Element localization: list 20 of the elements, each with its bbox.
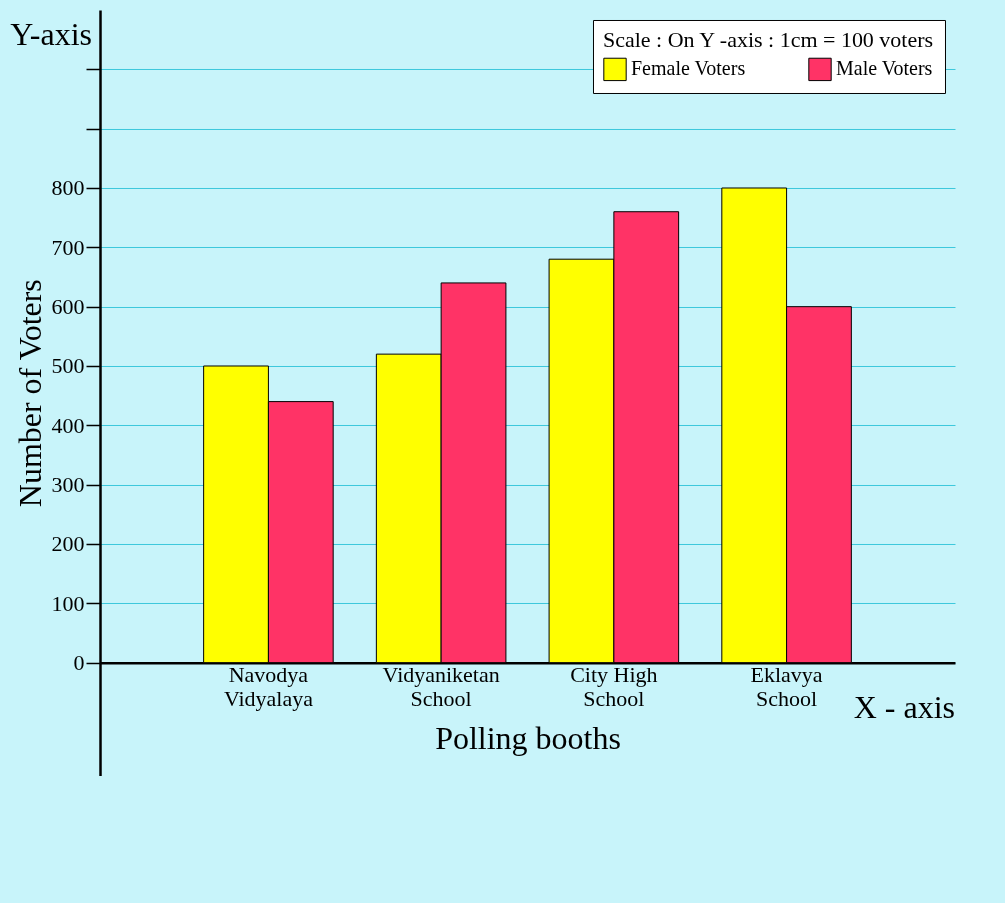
y-tick-label: 0: [73, 650, 85, 676]
legend-title: Scale : On Y -axis : 1cm = 100 voters: [603, 27, 934, 52]
y-axis-title: Number of Voters: [11, 279, 48, 508]
y-tick-label: 300: [51, 472, 85, 498]
legend-label: Female Voters: [631, 57, 746, 80]
x-axis-title: Polling booths: [435, 720, 621, 757]
y-tick-label: 600: [51, 294, 85, 320]
x-tick-label: Vidyaniketan School: [382, 662, 500, 712]
x-tick-label: Navodya Vidyalaya: [223, 662, 314, 712]
y-tick-label: 700: [51, 234, 85, 260]
y-tick-label: 100: [51, 590, 85, 616]
text: Y-axis: [10, 16, 92, 52]
y-tick-label: 800: [51, 175, 85, 201]
y-tick-label: 400: [51, 412, 85, 438]
x-tick-label: Eklavya School: [750, 662, 823, 712]
annotation: X - axis: [853, 688, 955, 725]
legend-label: Male Voters: [836, 57, 933, 80]
y-tick-label: 500: [51, 353, 85, 379]
x-tick-label: City High School: [570, 662, 658, 712]
y-tick-label: 200: [51, 531, 85, 557]
